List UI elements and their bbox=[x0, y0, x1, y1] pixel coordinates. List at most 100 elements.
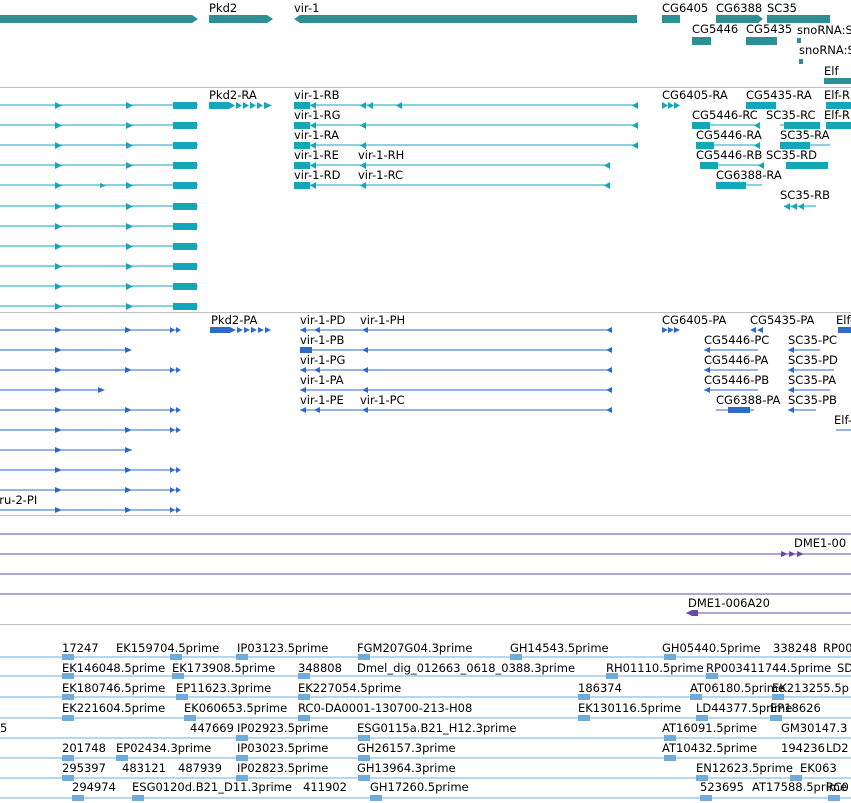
transcript-label: SC35-RB bbox=[780, 188, 830, 202]
gene-label: CG5435 bbox=[746, 22, 793, 36]
est-label: EK146048.5prime bbox=[62, 661, 166, 675]
est-label: 17247 bbox=[62, 641, 99, 655]
est-label: EK221604.5prime bbox=[62, 701, 166, 715]
est-label: EP11623.3prime bbox=[176, 681, 272, 695]
gene-glyph-cg6405[interactable] bbox=[662, 15, 680, 23]
est-label: ESG0120d.B21_D11.3prime bbox=[132, 780, 292, 794]
est-label: GH26157.3prime bbox=[357, 741, 456, 755]
est-label: EP18626 bbox=[770, 701, 821, 715]
est-label: EK227054.5prime bbox=[298, 681, 402, 695]
transcript-label: vir-1-RD bbox=[294, 168, 341, 182]
gene-glyph-cg5435[interactable] bbox=[746, 37, 777, 45]
transcript-label: vir-1-RE bbox=[294, 148, 339, 162]
gene-glyph-sc35[interactable] bbox=[767, 15, 830, 23]
repeat-label: DME1-006A20 bbox=[688, 596, 770, 610]
gene-glyph-snorna-2[interactable] bbox=[799, 59, 803, 64]
transcript-label: CG5435-RA bbox=[746, 88, 812, 102]
refseq-label: CG5446-PC bbox=[704, 333, 770, 347]
refseq-label: vir-1-PA bbox=[300, 373, 344, 387]
refseq-label: CG5435-PA bbox=[750, 313, 815, 327]
est-label: 348808 bbox=[298, 661, 342, 675]
gene-label: Pkd2 bbox=[209, 1, 238, 15]
est-label: SD bbox=[837, 661, 851, 675]
refseq-label: CG6405-PA bbox=[662, 313, 727, 327]
est-label: 186374 bbox=[578, 681, 622, 695]
transcript-label: CG6405-RA bbox=[662, 88, 728, 102]
gene-label: Elf bbox=[824, 64, 839, 78]
refseq-label: vir-1-PD bbox=[300, 313, 346, 327]
est-label: 483121 bbox=[122, 761, 166, 775]
transcript-label: SC35-RC bbox=[766, 108, 816, 122]
est-label: Dmel_dig_012663_0618_0388.3prime bbox=[357, 661, 576, 675]
track-separator bbox=[0, 87, 851, 88]
gene-glyph-pkd2[interactable] bbox=[209, 15, 273, 23]
gene-glyphs bbox=[0, 15, 851, 84]
gene-label: CG6405 bbox=[662, 1, 709, 15]
refseq-transcript-track: Pkd2-PA vir-1-PD vir-1-PH CG6405-PA CG54… bbox=[0, 313, 851, 515]
est-label: AT06180.5prime bbox=[690, 681, 786, 695]
refseq-label: Elf- bbox=[836, 313, 851, 327]
est-label: EK063 bbox=[800, 761, 837, 775]
transcript-label: CG5446-RC bbox=[692, 108, 758, 122]
refseq-label: vir-1-PH bbox=[360, 313, 406, 327]
transcript-label: vir-1-RB bbox=[294, 88, 340, 102]
repeat-track: DME1-00 DME1-006A20 bbox=[0, 516, 851, 624]
est-label: GH13964.3prime bbox=[357, 761, 456, 775]
transcript-label: Pkd2-RA bbox=[209, 88, 257, 102]
est-label: EK159704.5prime bbox=[116, 641, 220, 655]
gene-glyph-snorna-1[interactable] bbox=[797, 38, 801, 43]
refseq-label: pru-2-PI bbox=[0, 493, 38, 507]
flybase-transcript-glyphs bbox=[0, 102, 851, 310]
est-label: EK173908.5prime bbox=[172, 661, 276, 675]
gene-glyph-cg5446[interactable] bbox=[692, 37, 711, 45]
track-separator bbox=[0, 624, 851, 625]
est-label: RH01110.5prime bbox=[606, 661, 704, 675]
est-label: 411902 bbox=[303, 780, 347, 794]
transcript-label: vir-1-RG bbox=[294, 108, 341, 122]
transcript-label: SC35-RD bbox=[766, 148, 817, 162]
gene-glyph-cg6388[interactable] bbox=[716, 15, 763, 23]
est-label: RC0 bbox=[826, 780, 849, 794]
refseq-transcript-glyphs bbox=[0, 327, 851, 513]
refseq-label: vir-1-PB bbox=[300, 333, 345, 347]
gene-glyph-vir-1[interactable] bbox=[294, 15, 637, 23]
est-label: AT17588.5prime bbox=[752, 780, 848, 794]
refseq-label: SC35-PC bbox=[788, 333, 838, 347]
est-label: 523695 bbox=[700, 780, 744, 794]
est-label: 338248 bbox=[773, 641, 817, 655]
refseq-label: vir-1-PC bbox=[360, 393, 405, 407]
est-label: IP03023.5prime bbox=[237, 741, 329, 755]
est-glyphs bbox=[0, 654, 851, 801]
est-label: GH14543.5prime bbox=[510, 641, 609, 655]
refseq-label: vir-1-PE bbox=[300, 393, 344, 407]
est-label: 487939 bbox=[178, 761, 222, 775]
est-label: EN12623.5prime bbox=[696, 761, 793, 775]
est-label: GH17260.5prime bbox=[370, 780, 469, 794]
gene-glyph-elf[interactable] bbox=[824, 78, 851, 84]
transcript-label: vir-1-RA bbox=[294, 128, 340, 142]
est-label: EP02434.3prime bbox=[116, 741, 212, 755]
refseq-label: SC35-PA bbox=[788, 373, 837, 387]
gene-glyph-left[interactable] bbox=[0, 15, 198, 23]
est-label: EK060653.5prime bbox=[184, 701, 288, 715]
gene-label: SC35 bbox=[767, 1, 797, 15]
est-label: EK213255.5p bbox=[772, 681, 849, 695]
gene-label: CG5446 bbox=[692, 22, 739, 36]
gene-label: snoRNA:S bbox=[799, 43, 851, 57]
refseq-label: Elf- bbox=[834, 413, 851, 427]
est-label: LD44377.5prime bbox=[696, 701, 793, 715]
transcript-label: Elf-R bbox=[824, 88, 851, 102]
est-label: IP02823.5prime bbox=[237, 761, 329, 775]
transcript-label: SC35-RA bbox=[780, 128, 830, 142]
est-label: AT10432.5prime bbox=[662, 741, 758, 755]
est-label: 194236 bbox=[781, 741, 825, 755]
est-label: GM30147.3 bbox=[781, 721, 848, 735]
est-label: RC0-DA0001-130700-213-H08 bbox=[298, 701, 473, 715]
refseq-label: CG6388-PA bbox=[716, 393, 781, 407]
refseq-label: Pkd2-PA bbox=[211, 313, 258, 327]
repeat-glyphs bbox=[0, 533, 851, 616]
est-label: 295397 bbox=[62, 761, 106, 775]
est-label: 5 bbox=[0, 721, 8, 735]
est-label: EK130116.5prime bbox=[578, 701, 682, 715]
